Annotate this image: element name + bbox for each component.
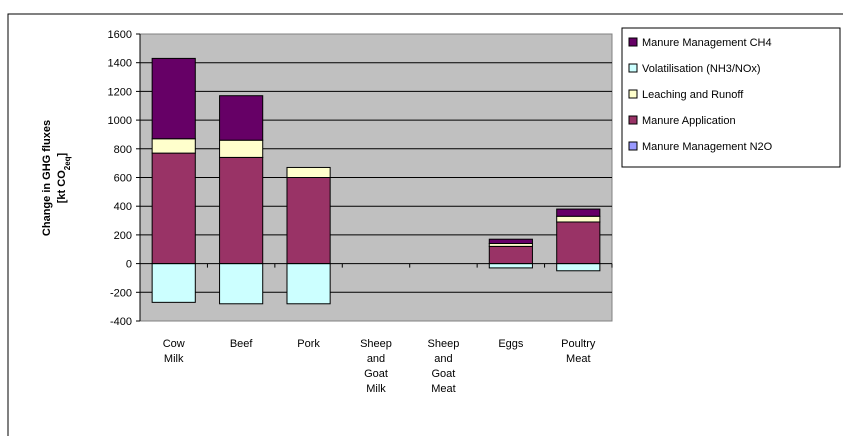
legend-label: Manure Management CH4 bbox=[642, 37, 772, 49]
category-label: Sheep bbox=[428, 338, 460, 350]
y-tick-label: 0 bbox=[126, 259, 132, 271]
category-label: Sheep bbox=[360, 338, 392, 350]
bar-segment bbox=[151, 263, 196, 303]
y-tick-label: 200 bbox=[114, 230, 132, 242]
bar-segment bbox=[286, 166, 331, 179]
y-axis-title: Change in GHG fluxes [kt CO2eq] bbox=[41, 120, 72, 236]
bar-segment bbox=[219, 156, 264, 265]
category-label: and bbox=[367, 353, 385, 365]
legend-swatch bbox=[628, 63, 638, 73]
legend: Manure Management CH4 Volatilisation (NH3… bbox=[621, 27, 841, 168]
bar-segment bbox=[219, 139, 264, 158]
legend-box bbox=[621, 27, 841, 168]
legend-swatch bbox=[628, 115, 638, 125]
y-tick-label: 400 bbox=[114, 201, 132, 213]
y-tick-label: 1600 bbox=[108, 29, 132, 41]
y-axis-title-line1: Change in GHG fluxes bbox=[41, 120, 53, 236]
x-axis-tick-marks bbox=[206, 263, 613, 268]
category-label: Beef bbox=[230, 338, 254, 350]
legend-label: Manure Application bbox=[642, 115, 736, 127]
y-tick-label: -200 bbox=[110, 287, 132, 299]
bars bbox=[151, 57, 601, 305]
category-label: Eggs bbox=[498, 338, 524, 350]
bar-segment bbox=[151, 57, 196, 140]
y-axis-tick-labels: -400 -200 0 200 400 600 800 1000 1200 1400 1600 bbox=[108, 29, 140, 328]
bar-segment bbox=[286, 263, 331, 305]
bar-segment bbox=[286, 177, 331, 265]
bar-segment bbox=[488, 245, 533, 265]
category-label: Milk bbox=[366, 383, 386, 395]
bar-segment bbox=[151, 138, 196, 154]
category-label: Cow bbox=[163, 338, 185, 350]
category-label: Meat bbox=[431, 383, 455, 395]
y-tick-label: 1400 bbox=[108, 58, 132, 70]
legend-swatch bbox=[628, 141, 638, 151]
bar-segment bbox=[556, 215, 601, 223]
category-label: and bbox=[434, 353, 452, 365]
legend-label: Manure Management N2O bbox=[642, 141, 773, 153]
category-label: Poultry bbox=[561, 338, 596, 350]
category-label: Goat bbox=[364, 368, 388, 380]
bar-segment bbox=[488, 263, 533, 269]
y-axis-title-line2: [kt CO2eq] bbox=[56, 152, 72, 203]
y-tick-label: -400 bbox=[110, 316, 132, 328]
y-tick-label: 600 bbox=[114, 173, 132, 185]
bar-segment bbox=[556, 263, 601, 272]
bar-segment bbox=[219, 95, 264, 141]
bar-segment bbox=[556, 221, 601, 265]
bar-segment bbox=[151, 152, 196, 265]
bar-segment bbox=[219, 263, 264, 305]
bar-segment bbox=[556, 208, 601, 217]
y-tick-label: 1200 bbox=[108, 86, 132, 98]
category-label: Meat bbox=[566, 353, 590, 365]
legend-label: Volatilisation (NH3/NOx) bbox=[642, 63, 761, 75]
category-label: Milk bbox=[164, 353, 184, 365]
legend-label: Leaching and Runoff bbox=[642, 89, 744, 101]
legend-swatch bbox=[628, 37, 638, 47]
gridlines bbox=[140, 62, 612, 293]
y-tick-label: 800 bbox=[114, 144, 132, 156]
category-label: Pork bbox=[297, 338, 320, 350]
legend-swatch bbox=[628, 89, 638, 99]
x-axis-category-labels: Cow Milk Beef Pork Sheep and Goat Milk Sheep and G… bbox=[163, 338, 596, 395]
category-label: Goat bbox=[431, 368, 455, 380]
y-tick-label: 1000 bbox=[108, 115, 132, 127]
bar-segment bbox=[488, 238, 533, 245]
